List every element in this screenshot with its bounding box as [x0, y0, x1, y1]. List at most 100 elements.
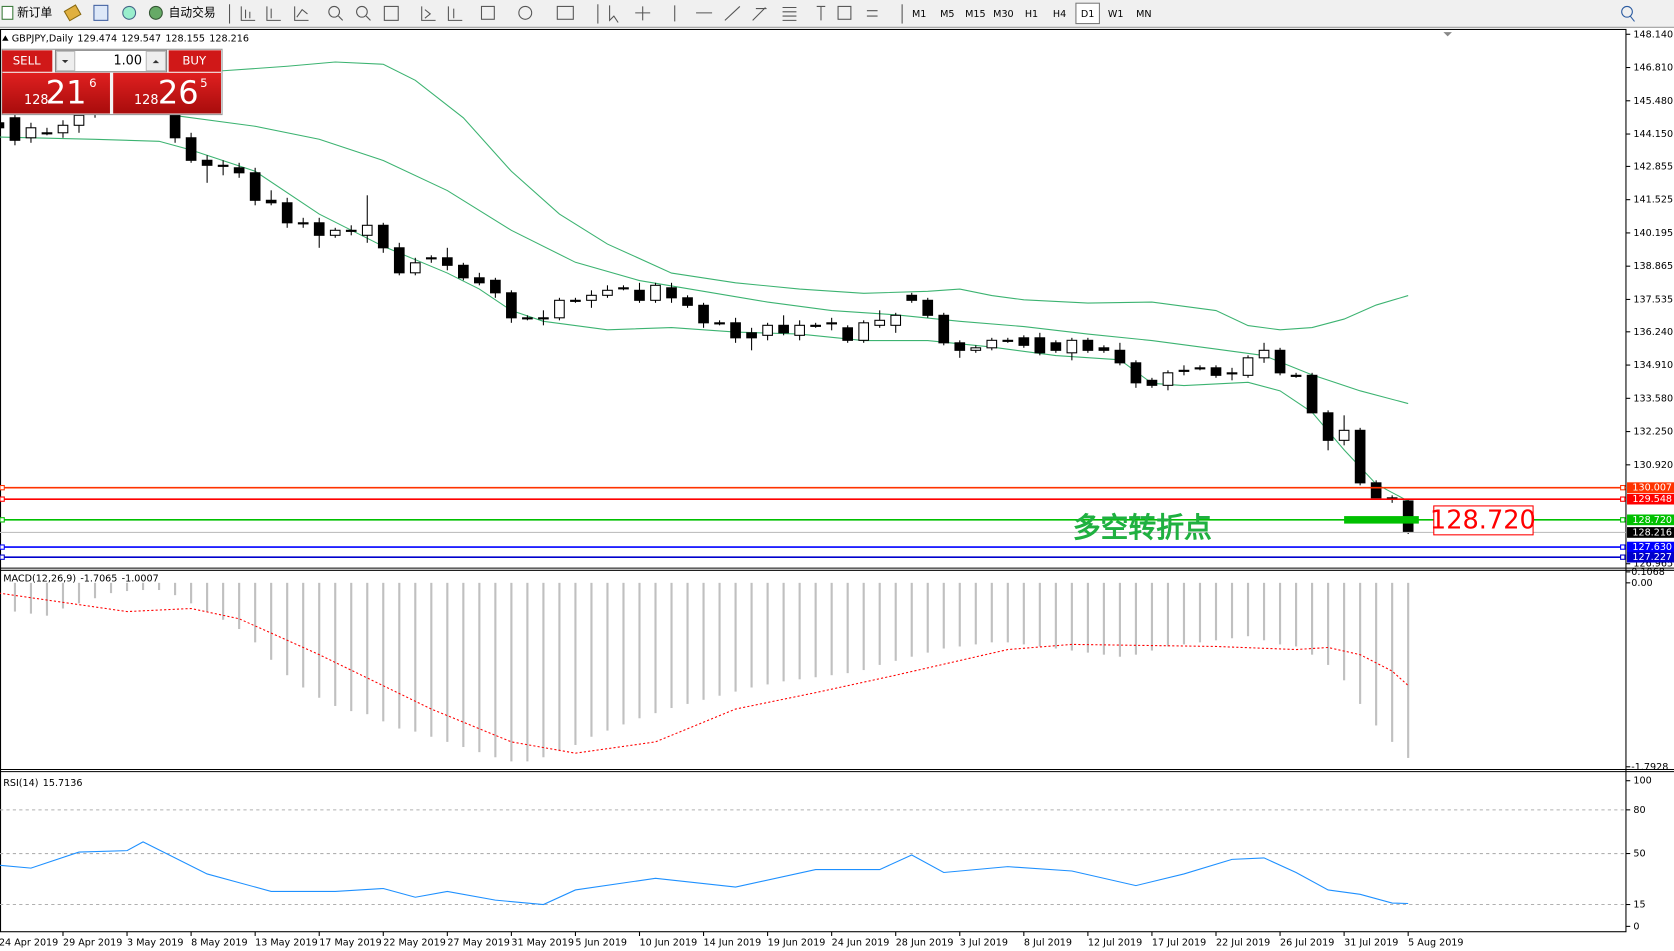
timeframe-button[interactable]: W1 — [1108, 9, 1124, 20]
icon[interactable] — [63, 4, 82, 22]
bid-figure: 21 — [46, 73, 87, 111]
macd-bar — [206, 582, 209, 612]
x-tick-label: 19 Jun 2019 — [768, 937, 826, 948]
macd-bar — [846, 582, 849, 674]
ohlc-value: 128.155 — [165, 34, 205, 45]
auto-trading-button[interactable]: 自动交易 — [169, 5, 216, 19]
level-handle[interactable] — [1620, 544, 1626, 550]
time-axis: 24 Apr 2019 29 Apr 2019 3 May 2019 8 May 20… — [0, 931, 1464, 948]
y-tick-label: 0 — [1633, 921, 1639, 932]
candle-body — [794, 324, 805, 336]
macd-bar — [398, 582, 401, 729]
candle-body — [233, 167, 245, 174]
level-handle[interactable] — [1620, 484, 1626, 491]
chart-menu-arrow[interactable] — [1443, 32, 1452, 37]
timeframe-button[interactable]: H1 — [1025, 9, 1038, 20]
search-icon[interactable] — [1621, 5, 1633, 18]
level-handle[interactable] — [0, 544, 5, 550]
level-handle[interactable] — [1620, 517, 1626, 523]
macd-bar — [606, 582, 609, 731]
macd-bar — [718, 582, 721, 696]
icon[interactable] — [122, 5, 137, 20]
level-label-bg — [1627, 541, 1674, 553]
macd-bar — [1038, 582, 1041, 647]
y-tick-label: 140.195 — [1633, 228, 1673, 239]
macd-bar — [574, 582, 577, 745]
y-tick-label: 137.535 — [1633, 294, 1673, 305]
buy-button[interactable] — [168, 50, 221, 72]
level-handle[interactable] — [0, 496, 5, 502]
y-tick-label: 145.480 — [1633, 96, 1673, 107]
candle-body — [1290, 374, 1302, 377]
icon[interactable] — [93, 4, 109, 21]
candle-body — [1066, 339, 1078, 354]
macd-bar — [366, 582, 369, 715]
y-tick-label: 0.00 — [1631, 578, 1652, 589]
candle-body — [970, 347, 982, 351]
candle-body — [249, 172, 261, 201]
macd-bar — [334, 582, 337, 706]
timeframe-button[interactable]: H4 — [1053, 9, 1066, 20]
level-handle[interactable] — [1620, 554, 1626, 560]
x-tick-label: 5 Aug 2019 — [1408, 937, 1463, 948]
macd-bar — [974, 582, 977, 645]
macd-bar — [1327, 582, 1330, 665]
sell-label[interactable]: SELL — [13, 54, 41, 68]
x-tick-label: 3 May 2019 — [127, 937, 183, 948]
lots-input[interactable] — [54, 49, 168, 73]
macd-bar — [526, 582, 529, 762]
candle-body — [778, 324, 789, 334]
buy-label[interactable]: BUY — [182, 54, 207, 68]
x-tick-label: 3 Jul 2019 — [960, 937, 1008, 948]
macd-bar — [702, 582, 705, 700]
timeframe-button[interactable]: M30 — [993, 9, 1013, 20]
timeframe-button[interactable]: M15 — [965, 9, 985, 20]
search-icon[interactable] — [1629, 15, 1635, 22]
tool-icons — [229, 4, 903, 24]
toolbar: 新订单 自动交易 M1 M5 M15 M30 H1 H4 D1 W1 MN — [0, 0, 1674, 28]
candle-body — [810, 324, 821, 327]
macd-bar — [462, 582, 465, 748]
x-tick-label: 28 Jun 2019 — [896, 937, 954, 948]
timeframe-button[interactable]: D1 — [1081, 9, 1094, 20]
timeframe-button[interactable]: MN — [1136, 9, 1151, 20]
trade-panel: SELL 1.00 BUY 128 21 6 128 26 5 — [1, 48, 223, 116]
candle-body — [954, 342, 966, 351]
candle-body — [425, 257, 437, 260]
pivot-price-box — [1433, 505, 1534, 536]
level-label: 130.007 — [1632, 483, 1672, 494]
new-order-icon[interactable] — [1, 5, 14, 20]
y-tick-label: 100 — [1633, 776, 1651, 787]
bid-label: 128.216 — [1632, 527, 1672, 538]
macd-bar — [510, 582, 513, 762]
level-handle[interactable] — [0, 554, 5, 560]
candle-body — [922, 299, 934, 316]
y-tick-label: 130.920 — [1633, 460, 1673, 471]
macd-bar — [494, 582, 497, 758]
candle-body — [522, 317, 533, 320]
ask-pip: 5 — [200, 76, 207, 90]
bid-box[interactable] — [2, 72, 110, 114]
level-handle[interactable] — [1620, 496, 1626, 502]
macd-bar — [1278, 582, 1282, 645]
candle-body — [1274, 349, 1286, 374]
new-order-button[interactable]: 新订单 — [17, 5, 52, 19]
level-handle[interactable] — [0, 484, 5, 491]
macd-bar — [1182, 582, 1186, 645]
bollinger-middle — [175, 115, 1409, 405]
level-handle[interactable] — [0, 517, 5, 523]
lots-value[interactable]: 1.00 — [113, 54, 142, 69]
macd-bar — [1166, 582, 1170, 647]
candle-body — [361, 224, 373, 236]
candle-body — [1178, 369, 1190, 372]
ask-box[interactable] — [113, 72, 221, 114]
x-tick-label: 5 Jun 2019 — [575, 937, 627, 948]
sell-button[interactable] — [2, 50, 53, 72]
price-axis: 148.140 146.810 145.480 144.150 142.855 141.5… — [1625, 29, 1674, 932]
timeframe-button[interactable]: M5 — [940, 9, 954, 20]
timeframe-button[interactable]: M1 — [912, 9, 926, 20]
macd-bar — [1006, 582, 1009, 643]
macd-bar — [734, 582, 737, 692]
auto-trading-icon[interactable] — [148, 5, 163, 20]
